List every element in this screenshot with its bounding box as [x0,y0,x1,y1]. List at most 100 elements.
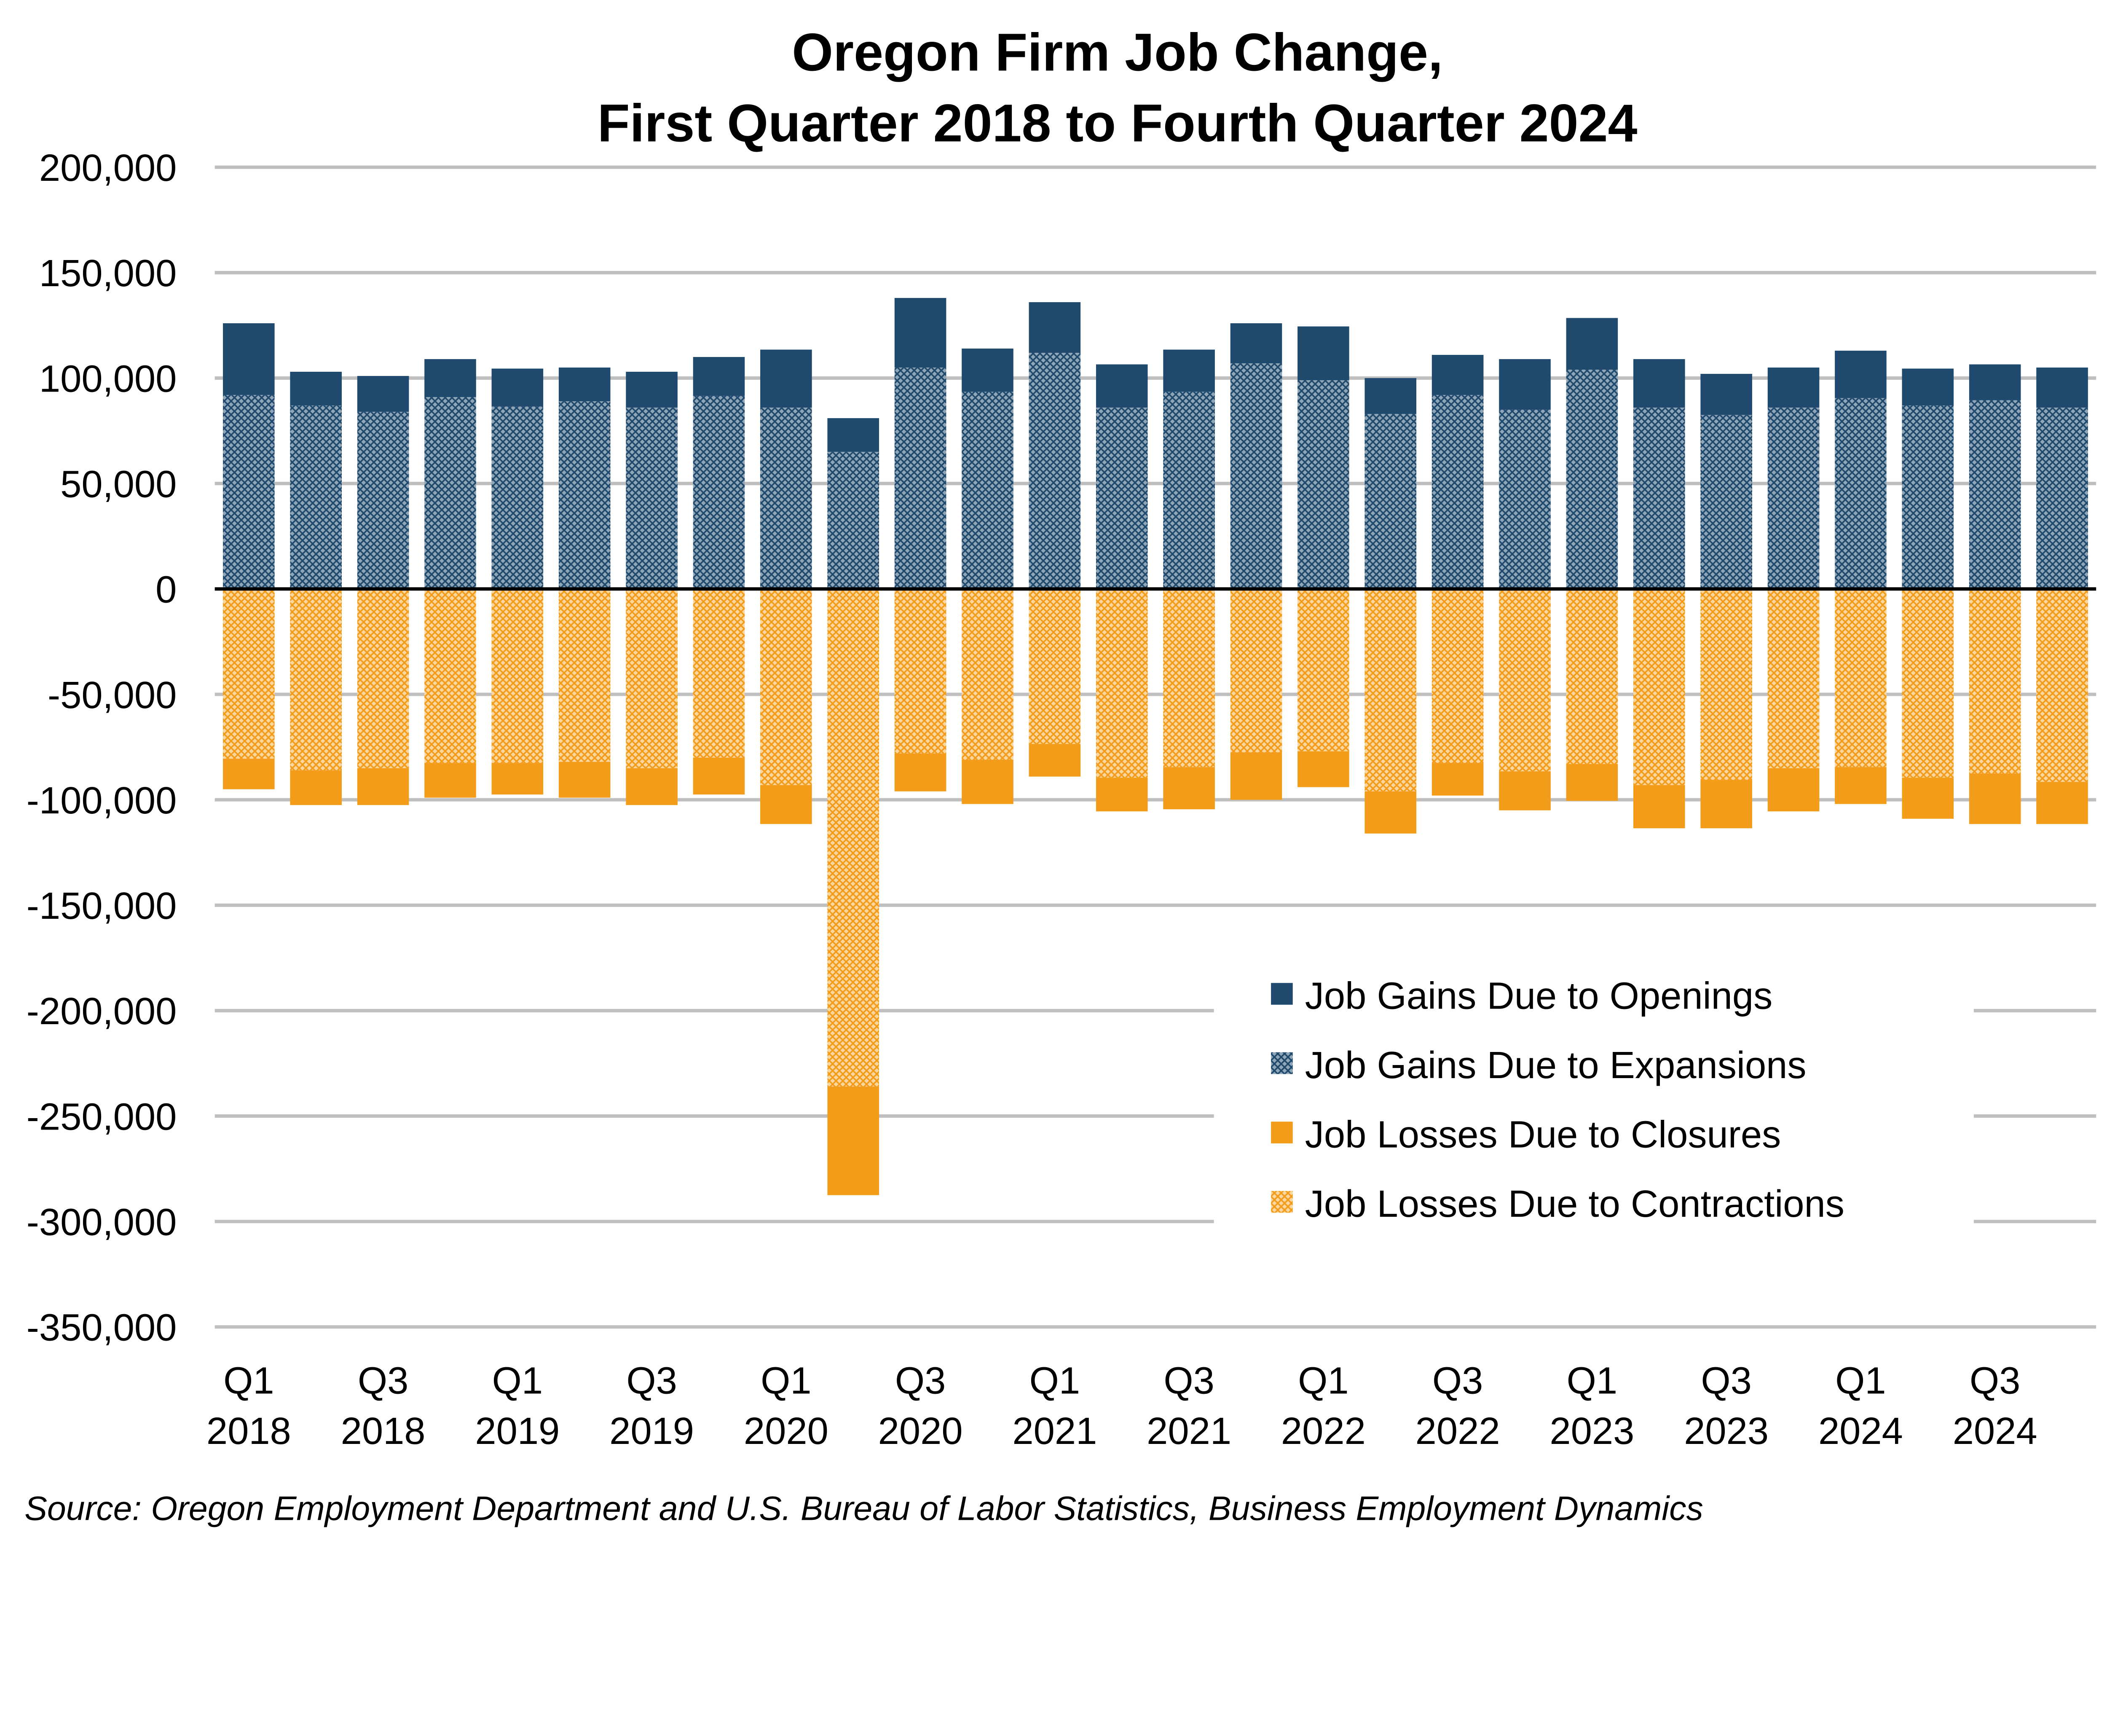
bar-job-gains-due-to-openings-q3-2019 [626,372,678,408]
bar-job-losses-due-to-contractions-q4-2021 [1230,589,1282,753]
bar-job-losses-due-to-contractions-q3-2024 [1969,589,2021,774]
y-tick-label: -100,000 [27,779,177,822]
bar-job-losses-due-to-closures-q2-2022 [1364,791,1417,834]
bar-job-losses-due-to-contractions-q3-2022 [1431,589,1484,763]
bar-job-losses-due-to-closures-q4-2020 [962,759,1013,804]
bar-job-gains-due-to-expansions-q3-2024 [1969,400,2021,589]
chart-title-line-1: Oregon Firm Job Change, [792,23,1443,82]
bar-job-losses-due-to-contractions-q2-2023 [1633,589,1685,785]
bar-job-gains-due-to-openings-q1-2020 [760,349,812,408]
bar-job-gains-due-to-expansions-q2-2023 [1633,408,1685,589]
bar-job-gains-due-to-expansions-q1-2019 [491,406,544,589]
source-note: Source: Oregon Employment Department and… [24,1489,1703,1527]
bar-job-losses-due-to-contractions-q1-2022 [1297,589,1349,751]
bar-job-gains-due-to-openings-q3-2024 [1969,364,2021,400]
y-tick-label: 150,000 [39,252,177,295]
bar-job-losses-due-to-contractions-q4-2019 [693,589,745,758]
bar-job-losses-due-to-contractions-q1-2024 [1835,589,1887,767]
bar-job-gains-due-to-expansions-q1-2020 [760,408,812,589]
y-tick-label: -250,000 [27,1095,177,1138]
bar-job-gains-due-to-expansions-q1-2018 [223,395,275,589]
bar-job-gains-due-to-expansions-q1-2024 [1835,398,1887,589]
bar-job-losses-due-to-closures-q3-2023 [1700,780,1752,829]
bar-job-gains-due-to-expansions-q2-2021 [1096,408,1148,589]
bar-job-losses-due-to-closures-q4-2022 [1499,771,1551,810]
bar-job-losses-due-to-contractions-q4-2022 [1499,589,1551,772]
bar-job-losses-due-to-contractions-q4-2018 [424,589,476,763]
x-tick-label: Q1 2023 [1549,1359,1634,1452]
bar-job-gains-due-to-openings-q1-2023 [1566,318,1618,370]
bar-job-gains-due-to-openings-q4-2024 [2036,368,2088,408]
bar-job-gains-due-to-openings-q2-2019 [558,368,611,402]
x-tick-label: Q3 2024 [1953,1359,2037,1452]
bar-job-losses-due-to-contractions-q4-2020 [962,589,1013,760]
bar-job-gains-due-to-expansions-q4-2019 [693,396,745,589]
bar-job-losses-due-to-closures-q1-2020 [760,785,812,824]
y-tick-label: 100,000 [39,357,177,400]
legend-label: Job Losses Due to Closures [1305,1114,1781,1156]
bar-job-losses-due-to-contractions-q2-2018 [290,589,342,770]
bar-job-losses-due-to-closures-q1-2021 [1029,744,1081,777]
bar-job-gains-due-to-expansions-q1-2023 [1566,370,1618,589]
bar-job-gains-due-to-expansions-q2-2018 [290,405,342,589]
legend: Job Gains Due to Openings Job Gains Due t… [1214,952,1974,1237]
bar-job-gains-due-to-openings-q4-2023 [1767,368,1820,408]
bar-job-gains-due-to-openings-q4-2022 [1499,359,1551,410]
bar-job-losses-due-to-contractions-q4-2023 [1767,589,1820,768]
legend-label: Job Gains Due to Expansions [1305,1044,1807,1087]
bar-job-losses-due-to-closures-q2-2021 [1096,778,1148,812]
bar-job-losses-due-to-closures-q3-2024 [1969,773,2021,824]
bar-job-losses-due-to-contractions-q3-2020 [894,589,946,754]
bar-job-gains-due-to-openings-q4-2019 [693,357,745,396]
bar-job-gains-due-to-expansions-q2-2022 [1364,414,1417,589]
bar-job-losses-due-to-contractions-q1-2018 [223,589,275,759]
bar-job-gains-due-to-openings-q1-2018 [223,323,275,395]
bar-job-gains-due-to-openings-q1-2022 [1297,326,1349,381]
bar-job-losses-due-to-closures-q2-2020 [827,1087,879,1195]
bar-job-gains-due-to-openings-q2-2018 [290,372,342,406]
bar-job-gains-due-to-expansions-q2-2020 [827,452,879,589]
x-tick-label: Q3 2018 [341,1359,426,1452]
bar-job-losses-due-to-contractions-q1-2019 [491,589,544,763]
bar-job-gains-due-to-openings-q3-2023 [1700,374,1752,415]
y-tick-label: -150,000 [27,885,177,927]
job-change-chart: Oregon Firm Job Change, First Quarter 20… [24,23,2096,1527]
bar-job-losses-due-to-contractions-q2-2021 [1096,589,1148,778]
bar-job-gains-due-to-expansions-q4-2020 [962,392,1013,589]
bar-job-gains-due-to-openings-q3-2018 [357,376,409,412]
bar-job-gains-due-to-expansions-q2-2024 [1902,405,1954,589]
bar-job-losses-due-to-closures-q3-2018 [357,768,409,805]
bar-job-losses-due-to-contractions-q3-2018 [357,589,409,768]
bar-job-losses-due-to-closures-q1-2018 [223,759,275,789]
x-tick-label: Q3 2019 [609,1359,694,1452]
x-tick-label: Q3 2021 [1147,1359,1231,1452]
bar-job-gains-due-to-openings-q2-2020 [827,418,879,452]
y-tick-label: -200,000 [27,990,177,1033]
legend-background [1214,952,1974,1237]
x-tick-label: Q1 2022 [1281,1359,1366,1452]
bar-job-losses-due-to-closures-q4-2019 [693,757,745,795]
bar-job-losses-due-to-closures-q2-2024 [1902,778,1954,819]
bar-job-gains-due-to-openings-q3-2021 [1163,349,1215,392]
bar-job-gains-due-to-expansions-q4-2024 [2036,408,2088,589]
bar-job-gains-due-to-expansions-q1-2021 [1029,353,1081,589]
bar-job-losses-due-to-closures-q2-2023 [1633,785,1685,829]
bars [223,298,2088,1195]
legend-swatch [1271,1052,1293,1074]
bar-job-gains-due-to-expansions-q3-2018 [357,412,409,589]
bar-job-gains-due-to-openings-q3-2020 [894,298,946,368]
x-tick-label: Q1 2021 [1012,1359,1097,1452]
bar-job-gains-due-to-openings-q1-2024 [1835,351,1887,398]
bar-job-gains-due-to-openings-q1-2021 [1029,302,1081,353]
bar-job-gains-due-to-expansions-q2-2019 [558,401,611,589]
bar-job-losses-due-to-contractions-q4-2024 [2036,589,2088,782]
x-tick-label: Q1 2019 [475,1359,560,1452]
legend-swatch [1271,1191,1293,1213]
x-tick-label: Q3 2022 [1415,1359,1500,1452]
bar-job-gains-due-to-expansions-q4-2018 [424,397,476,589]
bar-job-losses-due-to-contractions-q2-2024 [1902,589,1954,778]
bar-job-losses-due-to-closures-q4-2023 [1767,768,1820,812]
chart-title-line-2: First Quarter 2018 to Fourth Quarter 202… [598,93,1638,153]
bar-job-losses-due-to-closures-q2-2018 [290,770,342,805]
bar-job-gains-due-to-expansions-q4-2021 [1230,363,1282,589]
